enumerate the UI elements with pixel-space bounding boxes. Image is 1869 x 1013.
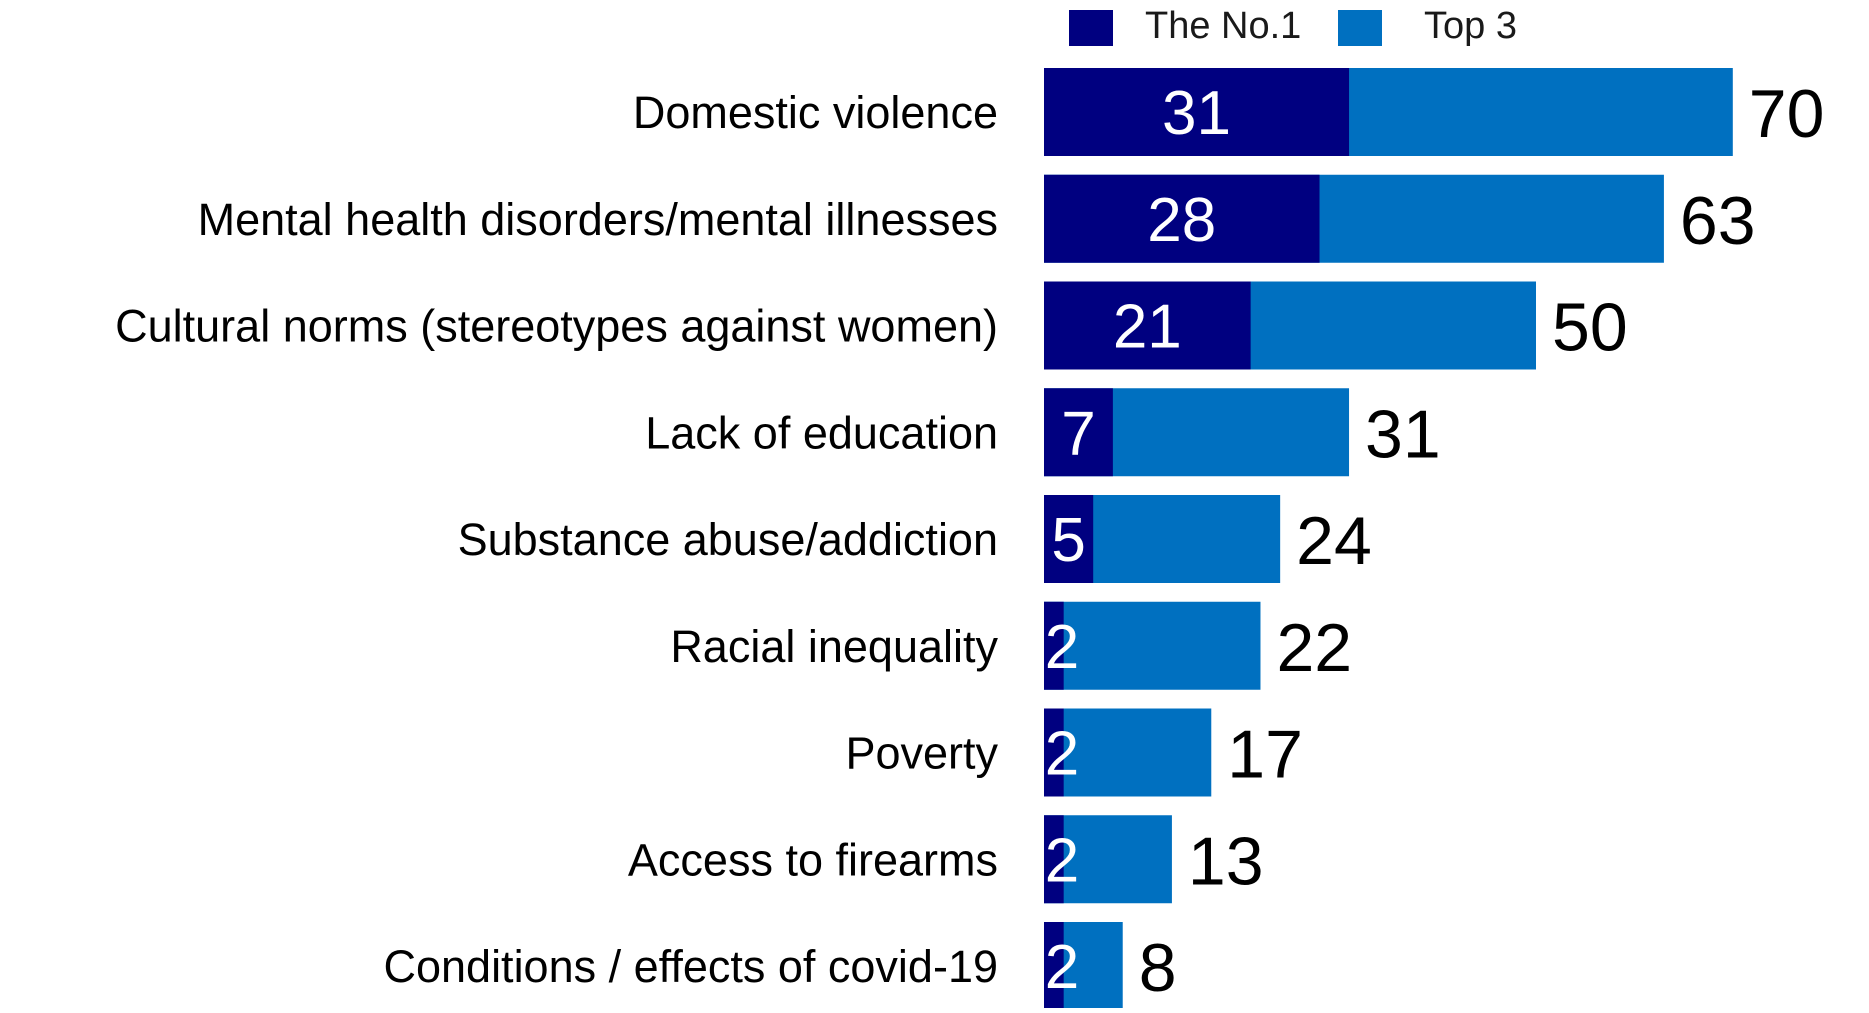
category-label: Substance abuse/addiction bbox=[458, 514, 998, 565]
category-label: Mental health disorders/mental illnesses bbox=[198, 194, 998, 245]
category-label: Conditions / effects of covid-19 bbox=[383, 941, 998, 992]
category-label: Cultural norms (stereotypes against wome… bbox=[115, 301, 998, 352]
data-label-top3: 13 bbox=[1188, 823, 1264, 899]
data-label-no1: 2 bbox=[1045, 826, 1079, 895]
bar-no1 bbox=[1044, 281, 1251, 370]
data-label-no1: 5 bbox=[1051, 506, 1085, 575]
bar-no1 bbox=[1044, 922, 1064, 1010]
data-label-top3: 24 bbox=[1296, 503, 1372, 579]
data-label-no1: 2 bbox=[1045, 613, 1079, 682]
category-label: Racial inequality bbox=[670, 621, 998, 672]
bar-no1 bbox=[1044, 68, 1350, 156]
legend-label: Top 3 bbox=[1424, 5, 1517, 47]
data-label-no1: 28 bbox=[1147, 186, 1216, 255]
bar-no1 bbox=[1044, 495, 1094, 583]
data-label-top3: 8 bbox=[1139, 930, 1177, 1006]
data-label-no1: 21 bbox=[1113, 293, 1182, 362]
data-label-top3: 70 bbox=[1749, 76, 1825, 152]
bar-top3 bbox=[1044, 708, 1212, 797]
data-label-no1: 2 bbox=[1045, 933, 1079, 1002]
category-label: Access to firearms bbox=[628, 834, 998, 885]
bar-no1 bbox=[1044, 388, 1113, 477]
data-label-top3: 22 bbox=[1276, 610, 1352, 686]
legend-label: The No.1 bbox=[1145, 5, 1301, 47]
data-label-no1: 31 bbox=[1162, 79, 1231, 148]
category-label: Poverty bbox=[845, 728, 998, 779]
data-label-top3: 17 bbox=[1227, 717, 1303, 793]
data-label-top3: 50 bbox=[1552, 290, 1628, 366]
legend-swatch bbox=[1069, 10, 1113, 46]
bar-no1 bbox=[1044, 174, 1320, 263]
data-label-no1: 2 bbox=[1045, 720, 1079, 789]
bar-top3 bbox=[1044, 815, 1172, 904]
bar-no1 bbox=[1044, 601, 1064, 690]
bars-group: Domestic violence 31 70 Mental health disor… bbox=[115, 68, 1825, 1010]
legend-swatch bbox=[1338, 10, 1382, 46]
bar-no1 bbox=[1044, 708, 1064, 797]
bar-top3 bbox=[1044, 601, 1261, 690]
data-label-no1: 7 bbox=[1061, 399, 1095, 468]
legend: The No.1 Top 3 bbox=[1069, 5, 1517, 47]
category-label: Lack of education bbox=[645, 407, 998, 458]
category-label: Domestic violence bbox=[633, 87, 998, 138]
data-label-top3: 63 bbox=[1680, 183, 1756, 259]
bar-no1 bbox=[1044, 815, 1064, 904]
data-label-top3: 31 bbox=[1365, 396, 1441, 472]
